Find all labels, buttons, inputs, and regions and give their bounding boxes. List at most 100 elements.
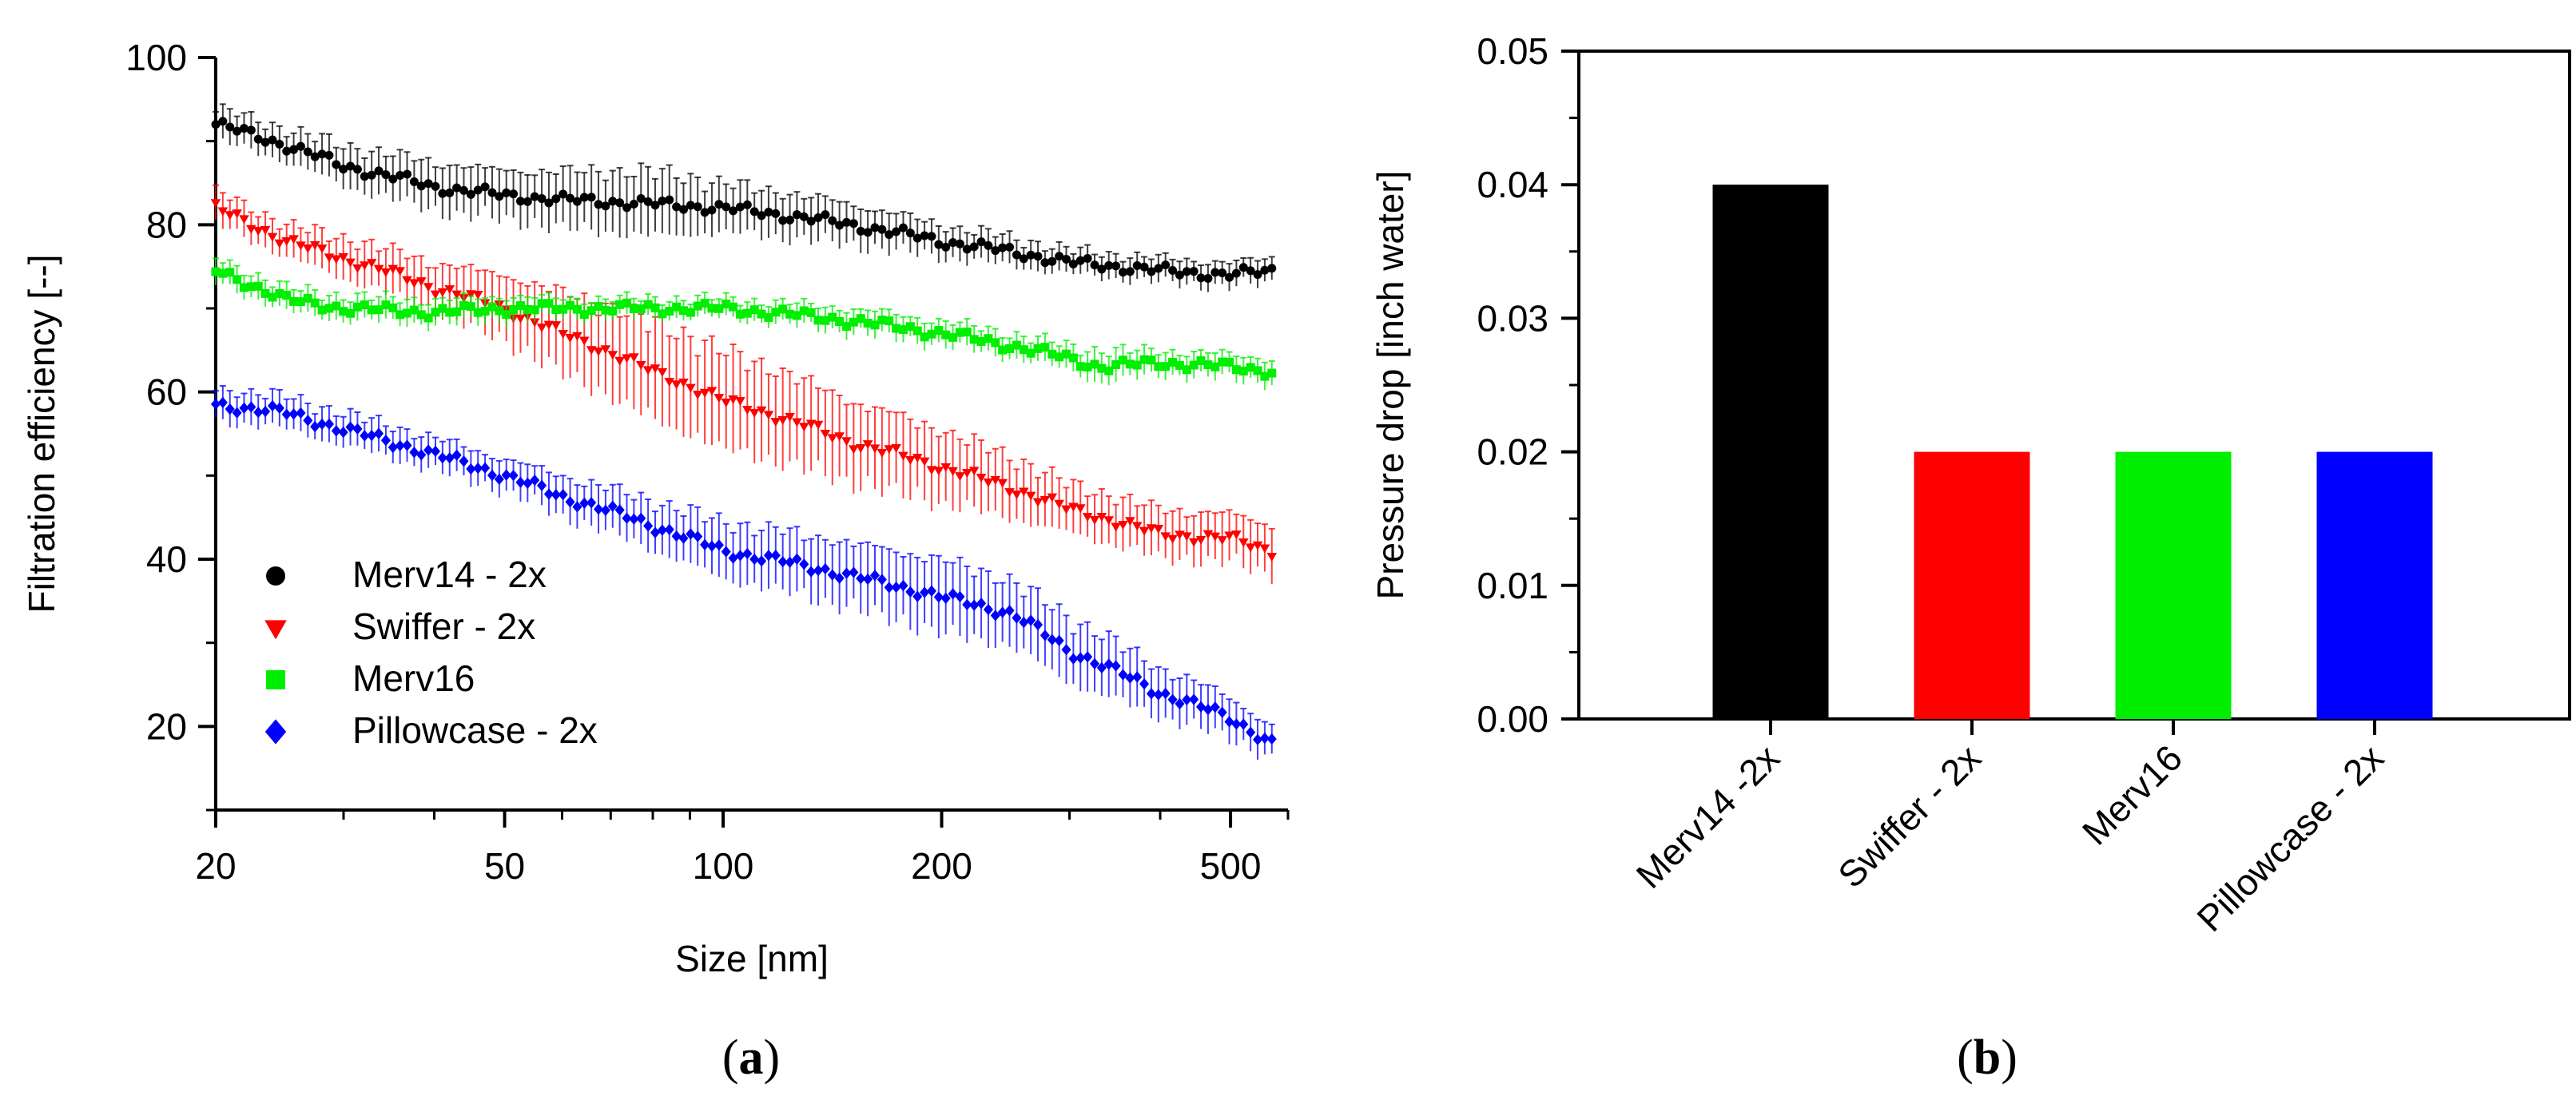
data-point bbox=[1203, 360, 1213, 370]
data-point bbox=[586, 306, 596, 316]
data-point bbox=[1111, 660, 1121, 672]
data-point bbox=[239, 124, 248, 133]
data-point bbox=[324, 253, 335, 263]
bar-merv14-2x bbox=[1712, 185, 1829, 719]
data-point bbox=[650, 364, 661, 374]
data-point bbox=[1103, 658, 1114, 670]
data-point bbox=[741, 406, 753, 415]
data-point bbox=[409, 177, 419, 187]
legend-item: Swiffer - 2x bbox=[264, 606, 535, 647]
data-point bbox=[686, 528, 696, 540]
data-point bbox=[678, 306, 688, 316]
data-point bbox=[749, 408, 760, 418]
data-point bbox=[572, 304, 582, 314]
data-point bbox=[1040, 495, 1051, 505]
data-point bbox=[722, 300, 731, 309]
data-point bbox=[1104, 366, 1114, 375]
data-point bbox=[480, 306, 490, 316]
data-point bbox=[317, 149, 327, 159]
data-point bbox=[614, 356, 625, 366]
data-point bbox=[1061, 505, 1071, 514]
data-point bbox=[267, 232, 278, 242]
data-point bbox=[1104, 260, 1114, 270]
data-point bbox=[642, 366, 654, 375]
legend-marker bbox=[264, 719, 287, 745]
data-point bbox=[437, 451, 447, 464]
data-point bbox=[1097, 363, 1107, 373]
data-point bbox=[686, 383, 696, 393]
y-tick-label: 40 bbox=[146, 538, 187, 580]
data-point bbox=[934, 326, 944, 336]
data-point bbox=[671, 380, 682, 390]
data-point bbox=[976, 237, 986, 247]
data-point bbox=[345, 258, 356, 268]
data-point bbox=[636, 304, 646, 314]
data-point bbox=[380, 435, 391, 447]
data-point bbox=[1139, 677, 1150, 690]
data-point bbox=[706, 540, 718, 552]
data-point bbox=[672, 302, 682, 312]
data-point bbox=[920, 586, 930, 598]
data-point bbox=[1225, 357, 1234, 367]
data-point bbox=[1004, 605, 1015, 617]
data-point bbox=[714, 304, 724, 313]
data-point bbox=[416, 449, 427, 461]
data-point bbox=[1125, 359, 1135, 369]
data-point bbox=[296, 241, 306, 251]
data-point bbox=[1047, 633, 1057, 645]
data-point bbox=[849, 219, 858, 228]
panel-a-line-chart: 20 40 60 80 100 20 50 100 200 500 Size [nm] Filtrat… bbox=[21, 37, 1290, 1085]
data-point bbox=[310, 298, 320, 308]
data-point bbox=[1217, 706, 1227, 718]
legend-label: Pillowcase - 2x bbox=[352, 709, 598, 751]
data-point bbox=[763, 411, 774, 420]
data-point bbox=[721, 398, 732, 407]
y-tick-label: 20 bbox=[146, 705, 187, 747]
data-point bbox=[735, 397, 745, 407]
data-point bbox=[452, 307, 462, 316]
data-point bbox=[211, 120, 221, 129]
data-point bbox=[1018, 487, 1029, 497]
data-point bbox=[799, 212, 809, 221]
data-point bbox=[664, 523, 674, 535]
data-point bbox=[544, 198, 554, 208]
data-point bbox=[1033, 252, 1043, 261]
data-point bbox=[622, 512, 632, 524]
data-point bbox=[515, 476, 526, 488]
data-point bbox=[466, 302, 475, 312]
data-point bbox=[1189, 360, 1199, 370]
data-point bbox=[409, 305, 419, 315]
data-point bbox=[1139, 262, 1149, 272]
data-point bbox=[1238, 367, 1248, 376]
data-point bbox=[445, 308, 455, 317]
data-point bbox=[309, 240, 320, 250]
x-tick-label: Merv16 bbox=[2074, 737, 2190, 852]
data-point bbox=[686, 201, 695, 210]
data-point bbox=[352, 165, 362, 174]
data-point bbox=[1061, 644, 1071, 656]
data-point bbox=[984, 334, 993, 344]
data-point bbox=[459, 185, 468, 195]
data-point bbox=[1062, 255, 1071, 264]
data-point bbox=[551, 305, 561, 315]
data-point bbox=[423, 283, 434, 292]
data-point bbox=[1054, 634, 1064, 647]
data-point bbox=[403, 169, 412, 179]
panel-label-a: (a) bbox=[722, 1031, 780, 1085]
legend-marker bbox=[266, 670, 285, 689]
data-point bbox=[558, 488, 568, 501]
data-point bbox=[324, 304, 334, 313]
data-point bbox=[721, 546, 731, 558]
data-point bbox=[466, 463, 476, 475]
data-point bbox=[940, 592, 951, 605]
data-point bbox=[1259, 732, 1270, 745]
data-point bbox=[1075, 256, 1085, 265]
data-point bbox=[912, 326, 922, 336]
data-point bbox=[777, 556, 788, 568]
data-point bbox=[777, 415, 788, 425]
data-point bbox=[742, 308, 752, 318]
data-point bbox=[1246, 266, 1255, 276]
data-point bbox=[225, 268, 235, 277]
data-point bbox=[1132, 360, 1142, 370]
data-point bbox=[1189, 267, 1199, 276]
